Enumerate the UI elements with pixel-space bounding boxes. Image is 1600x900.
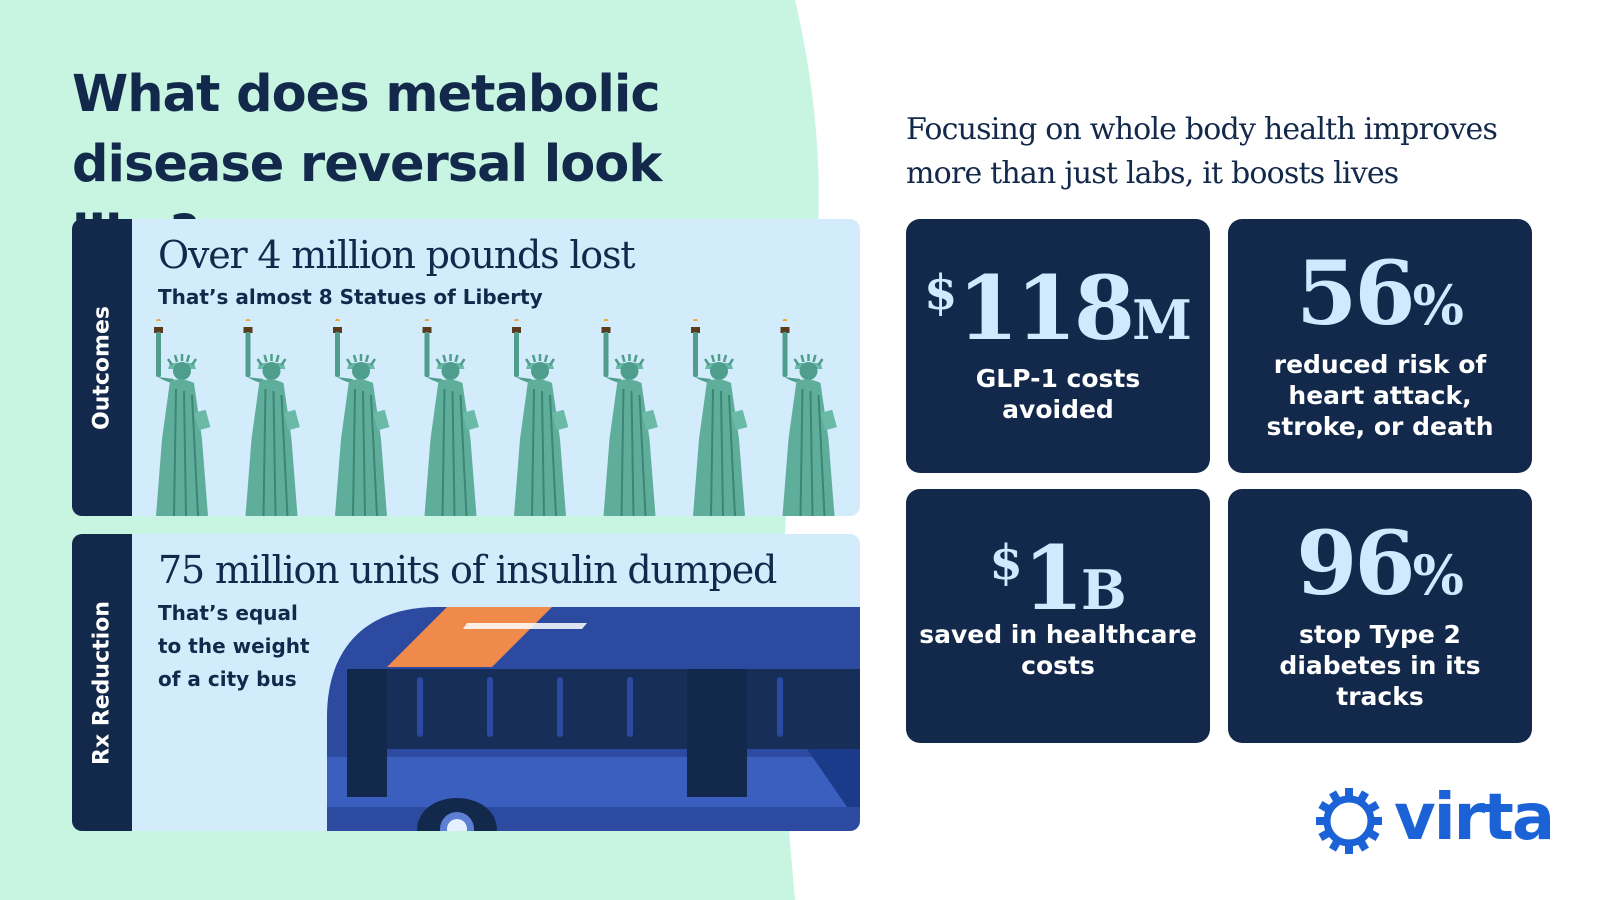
- statue-of-liberty: [691, 319, 748, 516]
- outcomes-side-label: Outcomes: [89, 305, 115, 430]
- stat-card-diabetes: 96% stop Type 2 diabetes in its tracks: [1228, 489, 1532, 743]
- statue-of-liberty: [780, 319, 837, 516]
- rx-headline: 75 million units of insulin dumped: [158, 548, 777, 592]
- outcomes-side-tab: Outcomes: [72, 219, 132, 516]
- stat-label: stop Type 2 diabetes in its tracks: [1279, 620, 1481, 711]
- statue-of-liberty: [333, 319, 390, 516]
- statues-of-liberty-illustration: [154, 319, 837, 516]
- stat-label: saved in healthcare costs: [919, 620, 1197, 680]
- rx-note: That’s equal to the weight of a city bus: [158, 601, 310, 691]
- stat-label: GLP-1 costs avoided: [975, 364, 1141, 424]
- virta-logo: virta: [1316, 781, 1555, 858]
- statue-of-liberty: [154, 319, 211, 516]
- outcomes-headline: Over 4 million pounds lost: [158, 233, 636, 277]
- stat-value: 56%: [1296, 241, 1464, 345]
- statue-of-liberty: [243, 319, 300, 516]
- city-bus-illustration: [327, 607, 860, 831]
- stat-label: reduced risk of heart attack, stroke, or…: [1266, 350, 1494, 441]
- stat-value: $118M: [924, 256, 1192, 360]
- statue-of-liberty: [601, 319, 658, 516]
- statue-of-liberty: [512, 319, 569, 516]
- rx-side-label: Rx Reduction: [89, 600, 115, 765]
- statue-of-liberty: [422, 319, 479, 516]
- stat-value: $1B: [989, 526, 1127, 630]
- stat-card-heart-risk: 56% reduced risk of heart attack, stroke…: [1228, 219, 1532, 473]
- rx-reduction-panel: Rx Reduction 75 million units of insulin…: [72, 534, 860, 831]
- stat-value: 96%: [1296, 511, 1464, 615]
- page-subtitle: Focusing on whole body health improves m…: [906, 112, 1498, 191]
- sun-ring-icon: [1316, 788, 1382, 854]
- stat-card-healthcare-savings: $1B saved in healthcare costs: [906, 489, 1210, 743]
- brand-wordmark: virta: [1394, 781, 1555, 855]
- outcomes-note: That’s almost 8 Statues of Liberty: [158, 285, 543, 309]
- rx-side-tab: Rx Reduction: [72, 534, 132, 831]
- stat-card-glp1: $118M GLP-1 costs avoided: [906, 219, 1210, 473]
- outcomes-panel: Outcomes Over 4 million pounds lost That…: [72, 219, 860, 516]
